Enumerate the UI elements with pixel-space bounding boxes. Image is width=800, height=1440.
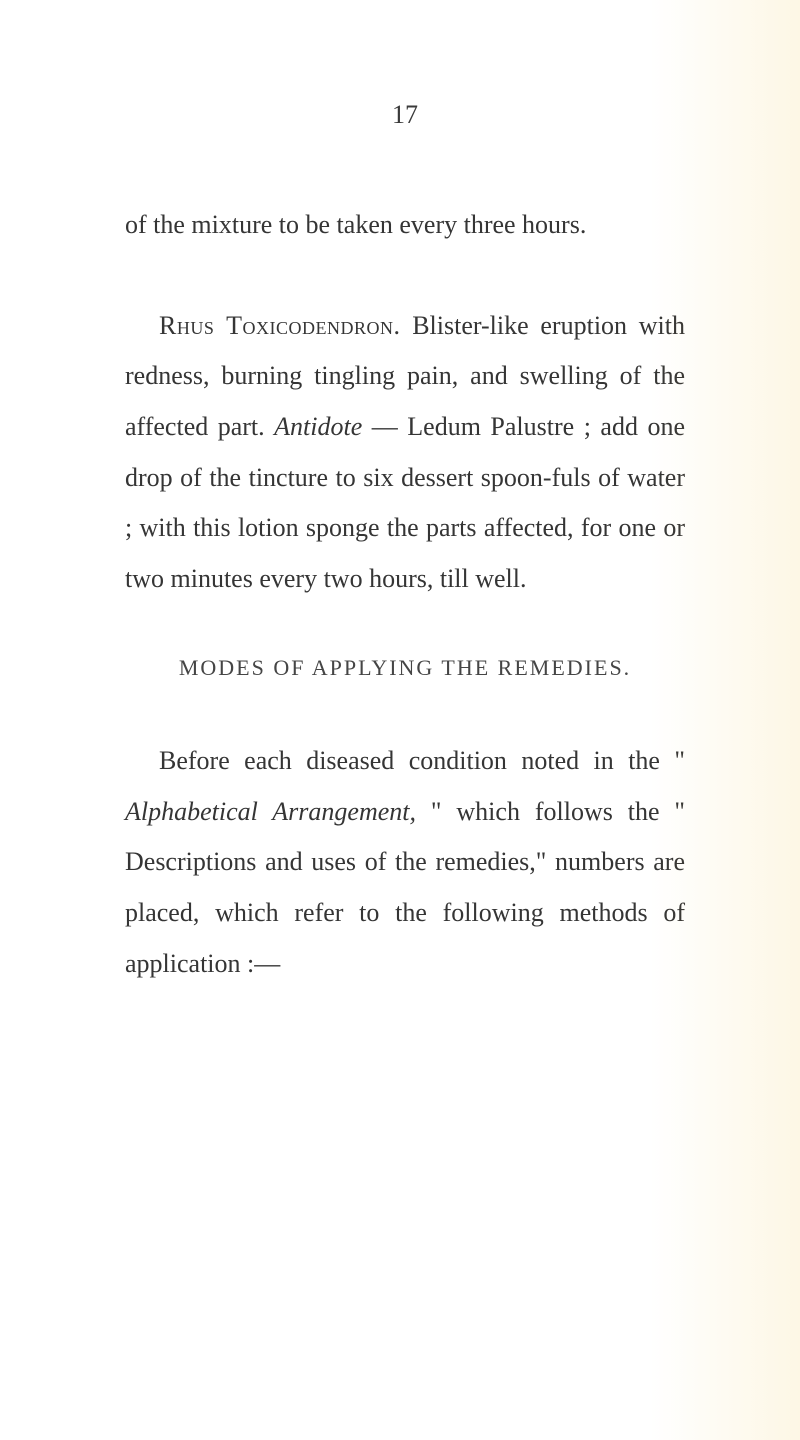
paragraph-3: Before each diseased condition noted in … xyxy=(125,736,685,989)
page-content: 17 of the mixture to be taken every thre… xyxy=(0,0,800,1099)
section-heading: MODES OF APPLYING THE REMEDIES. xyxy=(125,655,685,681)
paragraph-3-italic: Alphabetical Arrangement, xyxy=(125,797,416,826)
paragraph-1: of the mixture to be taken every three h… xyxy=(125,200,685,251)
paragraph-1-text: of the mixture to be taken every three h… xyxy=(125,210,586,239)
paragraph-2-caps1: Rhus xyxy=(159,311,214,340)
paragraph-2: Rhus Toxicodendron. Blister-like eruptio… xyxy=(125,301,685,605)
paragraph-3-part1: Before each diseased condition noted in … xyxy=(159,746,685,775)
page-number: 17 xyxy=(125,100,685,130)
paragraph-2-caps2: Toxicodendron. xyxy=(226,311,400,340)
paragraph-2-italic: Antidote xyxy=(274,412,362,441)
